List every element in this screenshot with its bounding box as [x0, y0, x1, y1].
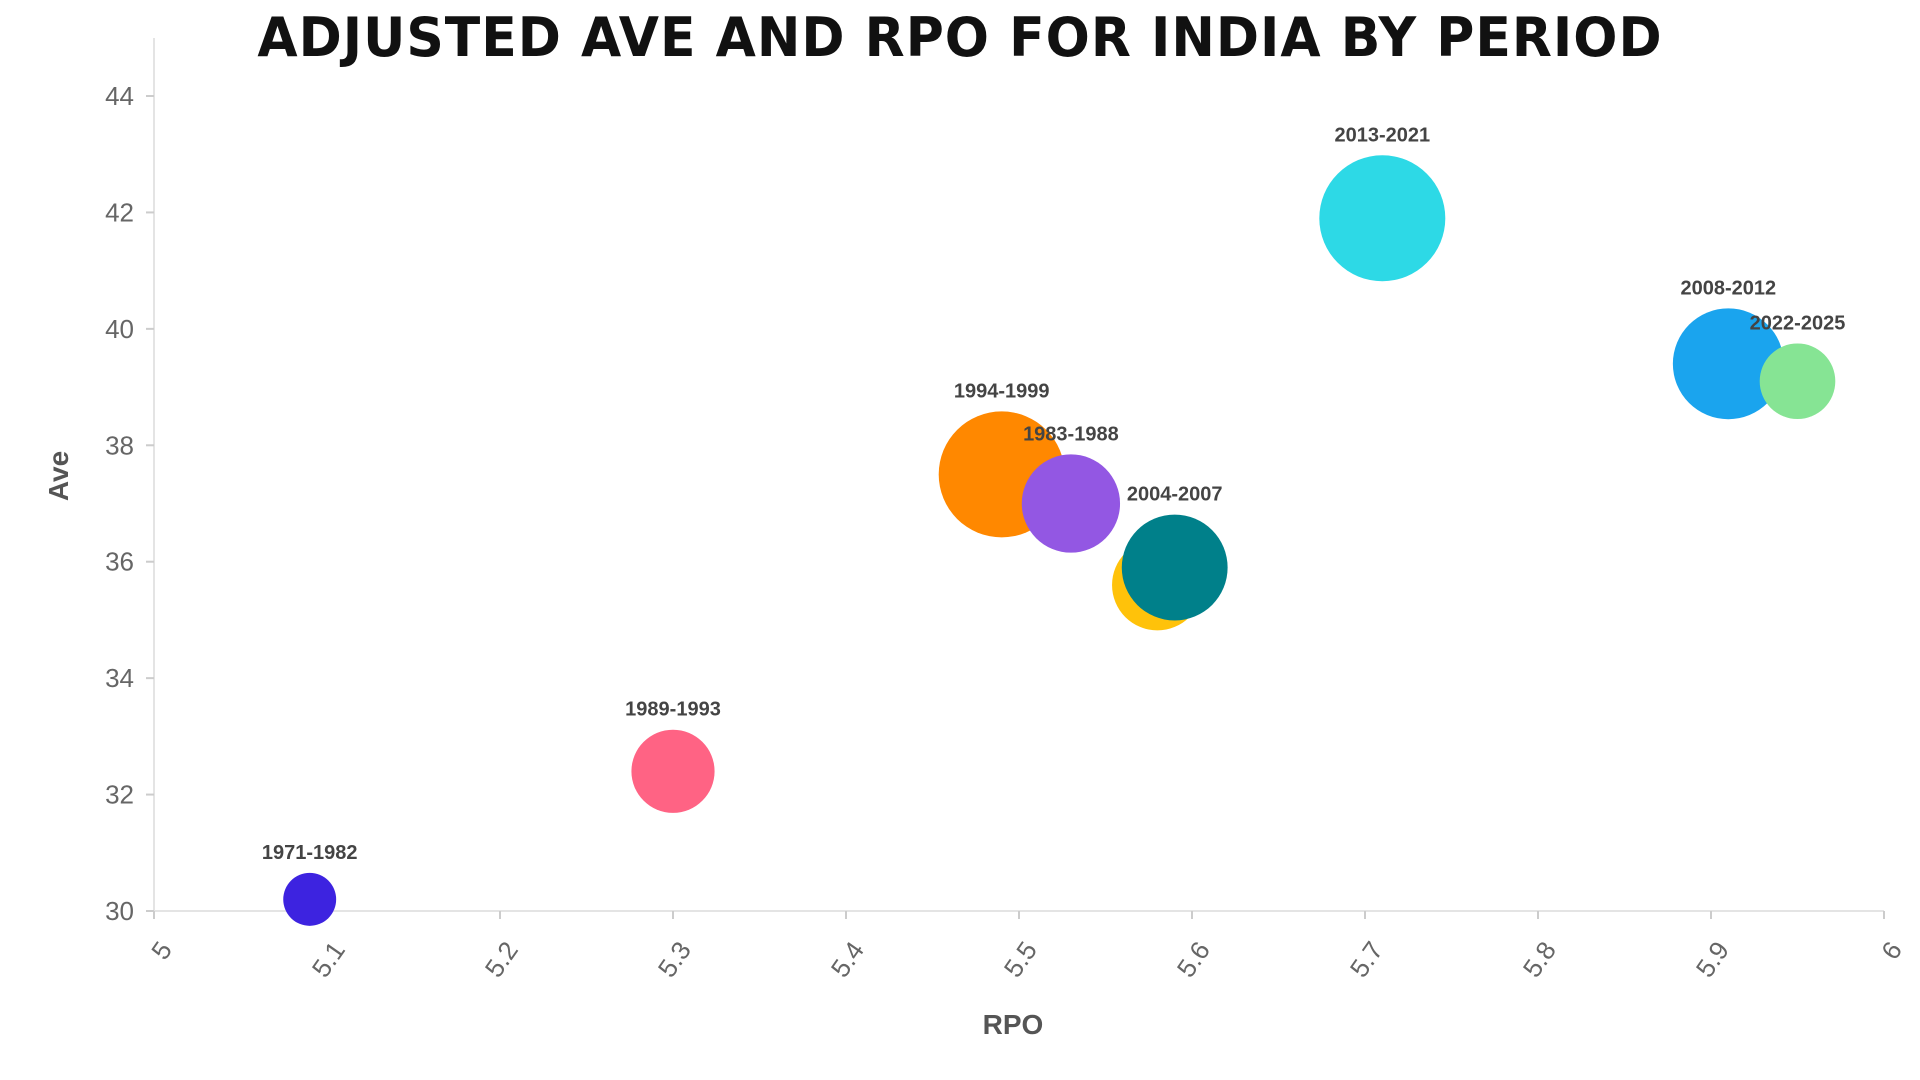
y-tick-label: 44: [105, 81, 134, 111]
bubble-2008-2012[interactable]: [1672, 308, 1784, 420]
bubble-label: 1983-1988: [1023, 423, 1119, 445]
x-axis-ticks: 5 5.1 5.2 5.3 5.4 5.5 5.6 5.7 5.8 5.9 6: [145, 911, 1908, 983]
bubble-2013-2021[interactable]: [1319, 155, 1446, 282]
x-tick-label: 5: [145, 936, 178, 965]
chart-title: Adjusted Ave and RPO for India by Period: [257, 6, 1663, 70]
y-tick-label: 32: [105, 780, 134, 810]
bubble-label: 1994-1999: [954, 380, 1050, 402]
bubble-1989-1993[interactable]: [631, 729, 715, 813]
y-tick-label: 34: [105, 663, 134, 693]
y-axis-ticks: 30 32 34 36 38 40 42 44: [105, 81, 154, 926]
y-tick-label: 30: [105, 896, 134, 926]
y-tick-label: 38: [105, 430, 134, 460]
x-tick-label: 5.4: [825, 936, 870, 983]
bubble-2004-2007[interactable]: [1121, 514, 1228, 621]
x-axis-title: RPO: [983, 1009, 1044, 1040]
bubble-2022-2025[interactable]: [1759, 343, 1836, 420]
bubble-label: 2008-2012: [1680, 277, 1776, 299]
bubbles: [283, 155, 1836, 926]
bubble-label: 2004-2007: [1127, 484, 1223, 506]
bubble-label: 1989-1993: [625, 699, 721, 721]
x-tick-label: 5.9: [1690, 936, 1735, 983]
bubble-1971-1982[interactable]: [283, 872, 337, 926]
x-tick-label: 5.8: [1517, 936, 1562, 983]
x-tick-label: 6: [1875, 936, 1908, 965]
x-tick-label: 5.6: [1171, 936, 1216, 983]
x-tick-label: 5.2: [479, 936, 524, 983]
y-tick-label: 42: [105, 197, 134, 227]
bubble-1983-1988[interactable]: [1021, 454, 1121, 553]
bubble-label: 1971-1982: [262, 842, 358, 864]
x-tick-label: 5.1: [306, 936, 351, 983]
y-tick-label: 40: [105, 314, 134, 344]
x-tick-label: 5.5: [998, 936, 1043, 983]
y-tick-label: 36: [105, 547, 134, 577]
y-axis-title: Ave: [43, 451, 74, 501]
x-tick-label: 5.3: [652, 936, 697, 983]
x-tick-label: 5.7: [1344, 936, 1389, 983]
bubble-label: 2013-2021: [1334, 124, 1430, 146]
bubble-labels: 1971-1982 1989-1993 1994-1999 1983-1988 2004…: [262, 124, 1845, 864]
bubble-label: 2022-2025: [1750, 312, 1846, 334]
